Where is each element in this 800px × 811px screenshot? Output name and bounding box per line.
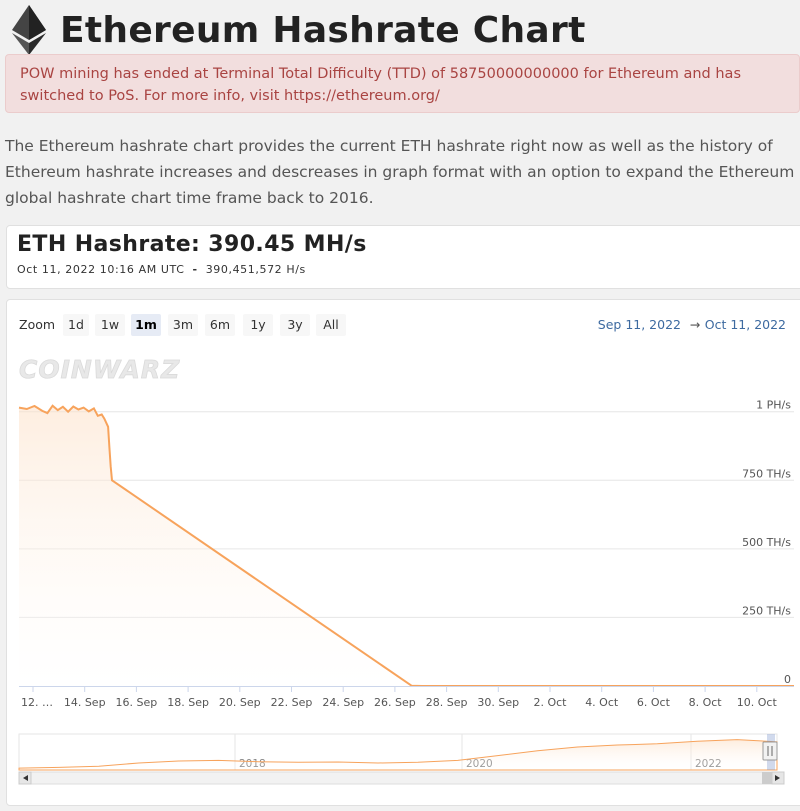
hashrate-timestamp: Oct 11, 2022 10:16 AM UTC [17, 263, 185, 276]
zoom-3m-button[interactable]: 3m [168, 314, 198, 336]
page-title: Ethereum Hashrate Chart [60, 9, 586, 51]
hashrate-title: ETH Hashrate: 390.45 MH/s [17, 232, 367, 257]
x-tick-label: 4. Oct [585, 696, 619, 709]
x-tick-label: 2. Oct [533, 696, 567, 709]
zoom-1d-button[interactable]: 1d [63, 314, 89, 336]
ethereum-logo-icon [12, 5, 46, 55]
x-tick-label: 26. Sep [374, 696, 416, 709]
zoom-label: Zoom [19, 317, 55, 332]
zoom-1m-button[interactable]: 1m [131, 314, 161, 336]
x-tick-label: 8. Oct [689, 696, 723, 709]
x-tick-label: 18. Sep [167, 696, 209, 709]
x-tick-label: 14. Sep [64, 696, 106, 709]
y-tick-label: 500 TH/s [742, 536, 791, 549]
y-tick-label: 1 PH/s [756, 399, 791, 412]
svg-text:1m: 1m [135, 317, 157, 332]
svg-text:1y: 1y [250, 317, 266, 332]
navigator-handle[interactable] [762, 741, 778, 761]
zoom-3y-button[interactable]: 3y [280, 314, 310, 336]
hashrate-subline: Oct 11, 2022 10:16 AM UTC -390,451,572 H/… [17, 263, 306, 276]
hashrate-separator: - [192, 263, 198, 276]
scroll-right-arrow-icon[interactable] [771, 771, 785, 785]
coinwarz-watermark: COINWARZ [19, 355, 180, 384]
x-axis: 12. … 14. Sep 16. Sep 18. Sep 20. Sep 22. Sep… [19, 686, 794, 709]
pos-alert: POW mining has ended at Terminal Total D… [5, 54, 800, 113]
series-line[interactable] [18, 404, 794, 687]
x-tick-label: 30. Sep [477, 696, 519, 709]
chart-scrollbar[interactable] [18, 771, 785, 785]
zoom-All-button[interactable]: All [316, 314, 346, 336]
x-tick-label: 10. Oct [737, 696, 778, 709]
zoom-1y-button[interactable]: 1y [243, 314, 273, 336]
y-tick-label: 250 TH/s [742, 604, 791, 617]
svg-text:3m: 3m [173, 317, 193, 332]
hashrate-card: ETH Hashrate: 390.45 MH/s Oct 11, 2022 1… [6, 225, 800, 289]
x-tick-label: 16. Sep [116, 696, 158, 709]
plot-area: 0 250 TH/s 500 TH/s 750 TH/s 1 PH/s [18, 399, 794, 687]
svg-text:6m: 6m [210, 317, 230, 332]
x-tick-label: 6. Oct [637, 696, 671, 709]
navigator-series [18, 739, 778, 771]
scroll-left-arrow-icon[interactable] [18, 771, 32, 785]
zoom-1w-button[interactable]: 1w [95, 314, 125, 336]
x-tick-label: 12. … [21, 696, 53, 709]
svg-text:3y: 3y [287, 317, 303, 332]
scrollbar-thumb[interactable] [762, 772, 772, 784]
x-tick-label: 24. Sep [322, 696, 364, 709]
hashrate-chart: Zoom 1d 1w 1m 3m 6m 1y 3y All Sep 11, 2022 → Oc… [18, 314, 794, 785]
svg-text:1d: 1d [68, 317, 84, 332]
svg-text:All: All [323, 317, 339, 332]
date-range: Sep 11, 2022 → Oct 11, 2022 [598, 317, 786, 332]
intro-text: The Ethereum hashrate chart provides the… [5, 137, 795, 207]
zoom-6m-button[interactable]: 6m [205, 314, 235, 336]
title-row: Ethereum Hashrate Chart [12, 4, 586, 56]
x-tick-label: 22. Sep [271, 696, 313, 709]
chart-card: Zoom 1d 1w 1m 3m 6m 1y 3y All Sep 11, 2022 → Oc… [6, 299, 800, 806]
x-tick-label: 28. Sep [426, 696, 468, 709]
navigator[interactable]: 201820202022 [18, 733, 785, 785]
range-arrow-icon: → [690, 317, 700, 332]
series-area [19, 405, 794, 686]
x-tick-label: 20. Sep [219, 696, 261, 709]
range-from-input[interactable]: Sep 11, 2022 [598, 317, 681, 332]
y-tick-label: 750 TH/s [742, 467, 791, 480]
hashrate-value: 390,451,572 H/s [205, 263, 306, 276]
svg-text:1w: 1w [101, 317, 119, 332]
range-to-input[interactable]: Oct 11, 2022 [705, 317, 786, 332]
y-tick-label: 0 [784, 673, 791, 686]
